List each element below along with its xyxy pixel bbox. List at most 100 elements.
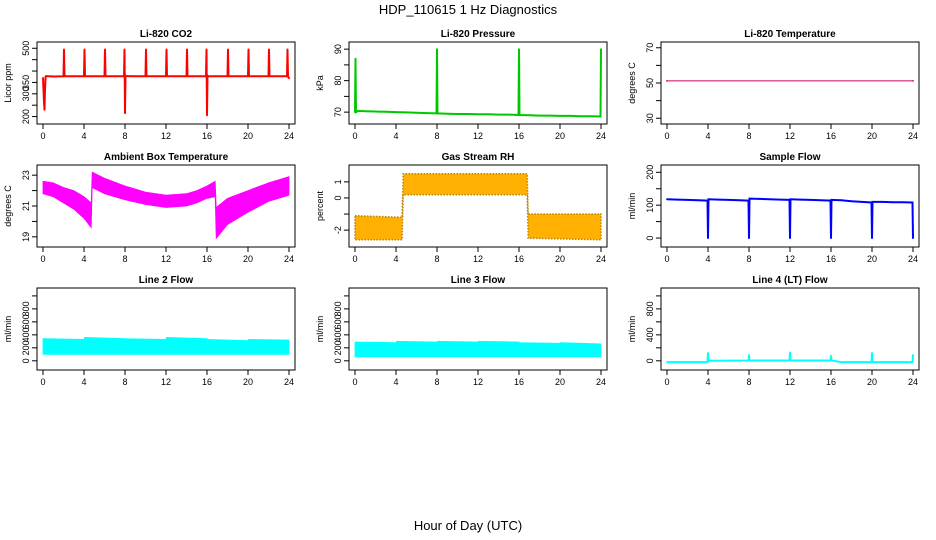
data-point <box>165 48 168 51</box>
y-tick-label: -2 <box>333 226 343 234</box>
x-tick-label: 16 <box>826 377 836 387</box>
data-point <box>717 198 720 201</box>
data-point <box>186 75 189 77</box>
panel-title: Li-820 Pressure <box>441 29 516 40</box>
data-point <box>758 198 761 200</box>
data-point <box>840 361 843 363</box>
data-point <box>871 361 874 363</box>
x-tick-label: 4 <box>393 131 398 141</box>
x-tick-label: 12 <box>785 131 795 141</box>
y-tick-label: 19 <box>21 232 31 242</box>
data-point <box>405 111 408 114</box>
data-point <box>911 201 914 204</box>
data-point <box>666 80 668 82</box>
panel-data <box>354 48 602 118</box>
data-point <box>145 48 147 51</box>
x-tick-label: 4 <box>393 254 398 264</box>
data-point <box>912 354 914 356</box>
series-line-1 <box>666 197 914 239</box>
y-tick-label: 100 <box>645 198 655 213</box>
data-point <box>166 75 168 77</box>
data-point <box>707 198 710 201</box>
y-axis-label: degrees C <box>3 185 13 227</box>
x-tick-label: 0 <box>352 254 357 264</box>
data-point <box>354 57 357 60</box>
panel-data <box>354 173 602 241</box>
data-point <box>415 111 418 114</box>
data-point <box>227 75 230 77</box>
data-point <box>706 199 709 202</box>
x-tick-label: 24 <box>284 254 294 264</box>
y-tick-label: 0 <box>21 358 31 363</box>
data-point <box>216 75 219 78</box>
data-point <box>42 77 44 79</box>
panel-data <box>666 351 914 364</box>
panel-title: Li-820 CO2 <box>140 29 193 40</box>
data-point <box>104 48 106 51</box>
data-point <box>195 75 198 78</box>
data-point <box>205 75 207 77</box>
y-axis-label: ml/min <box>315 316 325 343</box>
y-tick-label: 70 <box>645 43 655 53</box>
y-tick-label: 400 <box>21 327 31 342</box>
x-tick-label: 16 <box>514 377 524 387</box>
y-axis-label: ml/min <box>3 316 13 343</box>
data-point <box>287 75 289 77</box>
data-point <box>175 75 178 78</box>
y-tick-label: 500 <box>21 41 31 56</box>
data-point <box>286 48 289 51</box>
y-tick-label: 200 <box>21 340 31 355</box>
x-tick-label: 24 <box>284 377 294 387</box>
data-point <box>247 48 250 51</box>
x-tick-label: 0 <box>352 377 357 387</box>
data-point <box>186 48 188 51</box>
panel-data <box>42 171 290 240</box>
panel-3: Li-820 Temperature 0 4 8 12 16 20 24 30 50 70 degre… <box>627 29 920 141</box>
data-point <box>548 114 551 117</box>
panel-4: Ambient Box Temperature 0 4 8 12 16 20 24 19 21 23… <box>3 152 296 264</box>
data-point <box>268 48 270 51</box>
y-axis-label: Licor ppm <box>3 63 13 103</box>
y-axis-label: kPa <box>315 75 325 91</box>
data-point <box>125 75 127 77</box>
data-point <box>748 197 751 200</box>
y-tick-label: 0 <box>645 358 655 363</box>
data-point <box>860 201 863 203</box>
x-tick-label: 8 <box>434 377 439 387</box>
y-tick-label: 800 <box>333 301 343 316</box>
data-point <box>871 352 873 354</box>
y-tick-label: 200 <box>333 340 343 355</box>
data-point <box>227 48 229 51</box>
x-tick-label: 24 <box>596 131 606 141</box>
x-tick-label: 16 <box>202 131 212 141</box>
data-point <box>912 80 914 82</box>
x-tick-label: 12 <box>161 254 171 264</box>
data-point <box>268 75 271 77</box>
data-point <box>799 198 802 201</box>
x-tick-label: 8 <box>122 254 127 264</box>
x-tick-label: 20 <box>555 254 565 264</box>
data-point <box>569 115 572 117</box>
y-tick-label: 800 <box>645 301 655 316</box>
data-point <box>707 359 710 362</box>
x-tick-label: 0 <box>664 254 669 264</box>
data-point <box>44 88 46 91</box>
data-point <box>134 75 137 78</box>
y-tick-label: 0 <box>333 195 343 200</box>
data-point <box>257 75 260 78</box>
y-tick-label: 300 <box>21 86 31 101</box>
data-point <box>124 112 126 115</box>
data-point <box>881 201 884 203</box>
series-band-1 <box>354 173 602 241</box>
data-point <box>487 113 490 116</box>
data-point <box>52 75 55 78</box>
data-point <box>45 75 47 77</box>
panel-data <box>666 80 914 82</box>
panel-frame <box>660 41 920 125</box>
data-point <box>666 361 668 363</box>
y-tick-label: 400 <box>645 327 655 342</box>
y-axis-label: ml/min <box>627 193 637 220</box>
data-point <box>747 199 750 202</box>
